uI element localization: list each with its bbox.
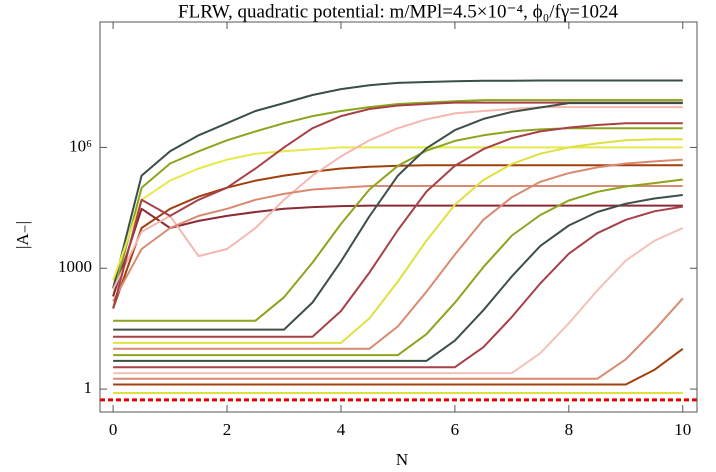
series-line (113, 297, 684, 380)
x-tick-label: 8 (565, 420, 574, 439)
x-tick-label: 2 (223, 420, 232, 439)
chart-title: FLRW, quadratic potential: m/MPl=4.5×10⁻… (178, 1, 618, 22)
series-line (113, 122, 683, 338)
series-line (112, 146, 683, 281)
series-line (113, 227, 684, 375)
series-line (113, 347, 684, 386)
series-line (113, 138, 683, 344)
x-tick-label: 6 (451, 420, 460, 439)
y-axis-label: |A₋| (13, 221, 32, 249)
series-line (113, 205, 683, 369)
series-line (113, 178, 683, 357)
series-line (112, 185, 683, 302)
y-tick-label: 1 (84, 378, 93, 397)
plot-frame (99, 21, 698, 413)
x-tick-label: 10 (674, 420, 691, 439)
series-line (112, 106, 683, 290)
y-tick-label: 1000 (58, 257, 92, 276)
series-line (113, 158, 683, 350)
series-line (113, 127, 683, 322)
series-line (112, 79, 683, 289)
series-line (112, 204, 683, 297)
x-axis-label: N (396, 450, 408, 469)
series-line (112, 99, 683, 297)
series-line (113, 102, 683, 331)
x-tick-label: 0 (109, 420, 118, 439)
y-tick-label: 10⁶ (69, 136, 92, 155)
plot-area (100, 79, 697, 402)
x-tick-label: 4 (337, 420, 346, 439)
series-line (113, 194, 683, 362)
